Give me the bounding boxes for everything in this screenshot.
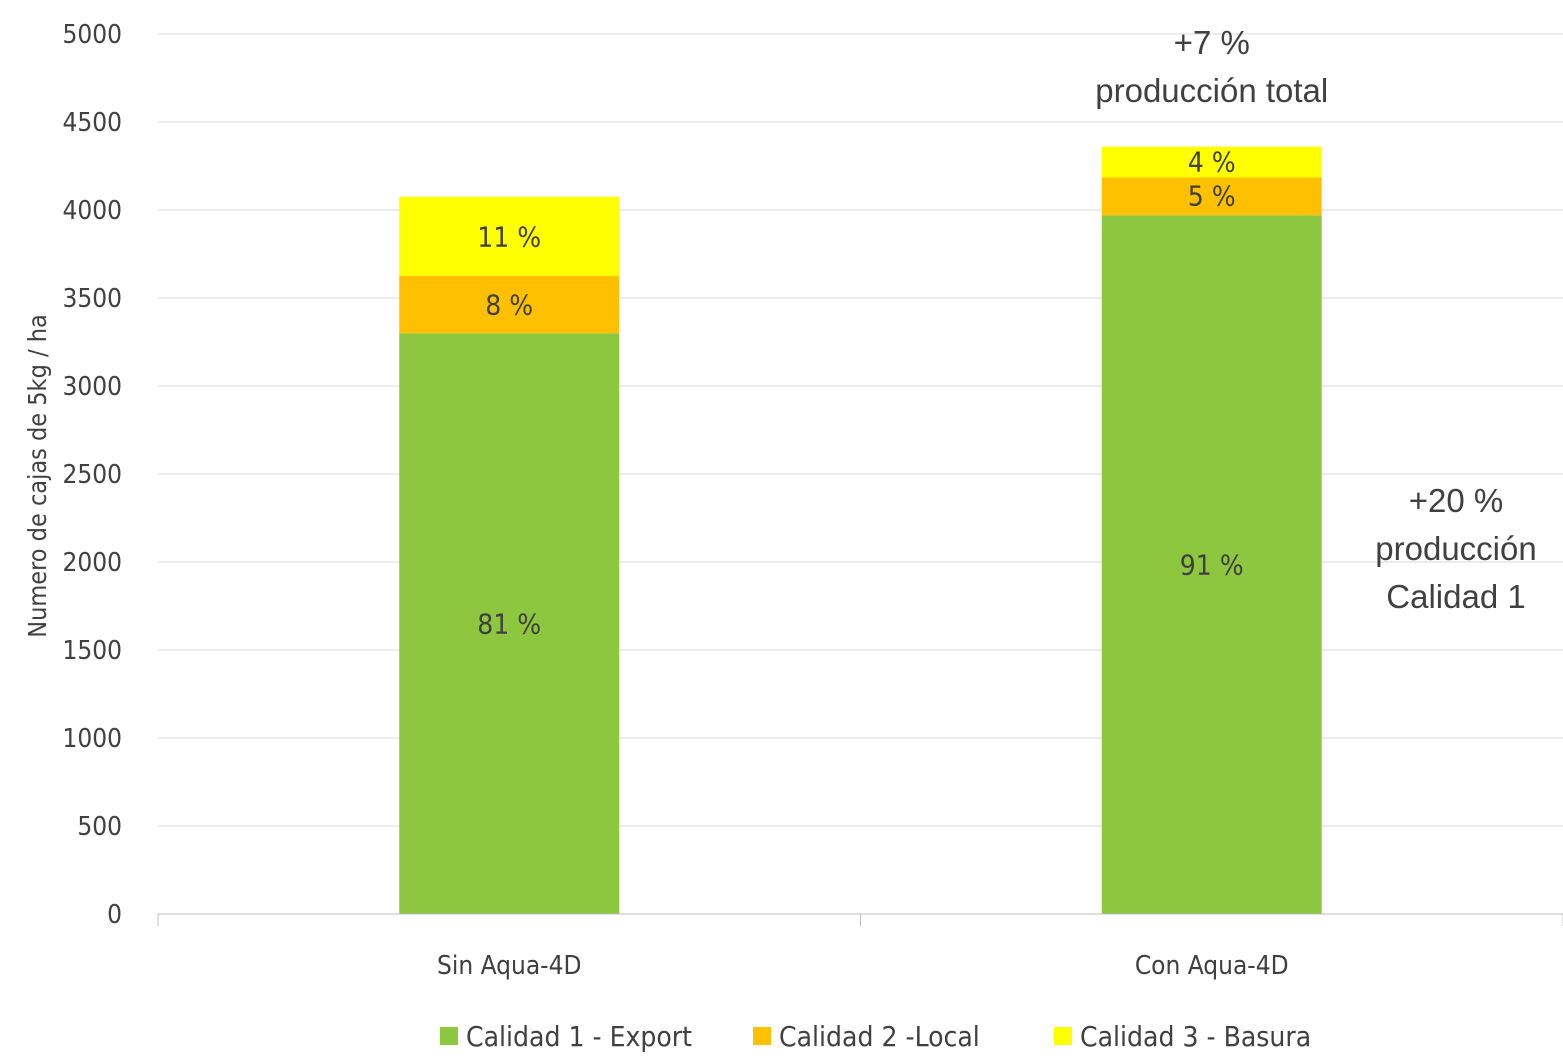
- bar-data-label: 81 %: [477, 608, 541, 641]
- y-axis-ticks: 0 500 1000 1500 2000 2500 3000 3500 4000 4500 5000: [62, 20, 122, 930]
- y-tick-label: 3500: [62, 284, 122, 314]
- y-tick-label: 1500: [62, 636, 122, 666]
- x-tick-label: Con Aqua-4D: [1135, 951, 1289, 981]
- bar-segment: [399, 333, 620, 914]
- legend-swatch: [1054, 1027, 1072, 1045]
- annotation-line: producción: [1375, 530, 1536, 567]
- y-tick-label: 500: [77, 812, 122, 842]
- annotation-line: +20 %: [1409, 482, 1504, 519]
- legend-entry-label: Calidad 2 -Local: [779, 1020, 980, 1053]
- gridlines: [158, 33, 1563, 827]
- bar-segment: [399, 276, 620, 334]
- bars: 81 % 8 % 11 % 91 % 5 %4 %: [399, 145, 1322, 914]
- x-axis: Sin Aqua-4D Con Aqua-4D: [157, 913, 1563, 981]
- y-tick-label: 5000: [62, 20, 122, 50]
- y-tick-label: 4500: [62, 108, 122, 138]
- annotations: +7 % producción total +20 % producción Calid…: [1095, 24, 1536, 615]
- y-tick-label: 2500: [62, 460, 122, 490]
- legend-swatch: [440, 1027, 458, 1045]
- annotation-line: producción total: [1095, 72, 1328, 109]
- bar-data-label: 8 %: [485, 289, 533, 322]
- legend-entry-label: Calidad 1 - Export: [466, 1020, 692, 1053]
- bar-segment: [1101, 215, 1322, 914]
- bar-data-label: 5 %: [1188, 180, 1236, 213]
- y-tick-label: 3000: [62, 372, 122, 402]
- bar-segment: [1101, 177, 1322, 216]
- bar-data-label: 11 %: [477, 220, 541, 253]
- bar-segment: [1101, 146, 1322, 178]
- annotation-line: +7 %: [1174, 24, 1250, 61]
- y-tick-label: 0: [107, 900, 122, 930]
- legend: Calidad 1 - Export Calidad 2 -Local Calida…: [440, 1020, 1311, 1053]
- annotation-line: Calidad 1: [1386, 578, 1525, 615]
- legend-entry-label: Calidad 3 - Basura: [1080, 1020, 1311, 1053]
- y-tick-label: 2000: [62, 548, 122, 578]
- x-tick-label: Sin Aqua-4D: [437, 951, 582, 981]
- y-tick-label: 1000: [62, 724, 122, 754]
- y-tick-label: 4000: [62, 196, 122, 226]
- y-axis-label: Numero de cajas de 5kg / ha: [23, 314, 52, 638]
- legend-swatch: [753, 1027, 771, 1045]
- bar-segment: [399, 196, 620, 276]
- bar-data-label: 4 %: [1188, 145, 1236, 178]
- bar-data-label: 91 %: [1180, 549, 1244, 582]
